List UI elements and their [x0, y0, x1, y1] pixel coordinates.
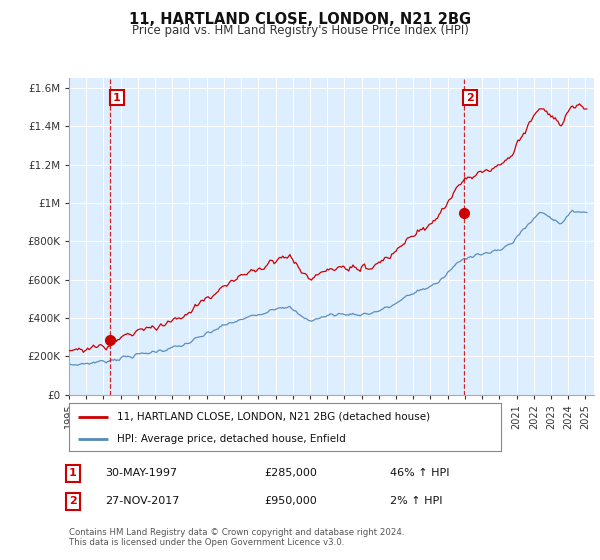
Text: 11, HARTLAND CLOSE, LONDON, N21 2BG (detached house): 11, HARTLAND CLOSE, LONDON, N21 2BG (det…: [116, 412, 430, 422]
Text: 30-MAY-1997: 30-MAY-1997: [105, 468, 177, 478]
Text: 27-NOV-2017: 27-NOV-2017: [105, 496, 179, 506]
Text: Contains HM Land Registry data © Crown copyright and database right 2024.
This d: Contains HM Land Registry data © Crown c…: [69, 528, 404, 547]
Text: 1: 1: [113, 92, 121, 102]
Text: £950,000: £950,000: [264, 496, 317, 506]
Text: 2: 2: [69, 496, 77, 506]
Text: £285,000: £285,000: [264, 468, 317, 478]
Text: 46% ↑ HPI: 46% ↑ HPI: [390, 468, 449, 478]
Text: 2: 2: [466, 92, 474, 102]
Text: 1: 1: [69, 468, 77, 478]
Text: 11, HARTLAND CLOSE, LONDON, N21 2BG: 11, HARTLAND CLOSE, LONDON, N21 2BG: [129, 12, 471, 27]
Text: Price paid vs. HM Land Registry's House Price Index (HPI): Price paid vs. HM Land Registry's House …: [131, 24, 469, 37]
Text: 2% ↑ HPI: 2% ↑ HPI: [390, 496, 443, 506]
Text: HPI: Average price, detached house, Enfield: HPI: Average price, detached house, Enfi…: [116, 434, 345, 444]
